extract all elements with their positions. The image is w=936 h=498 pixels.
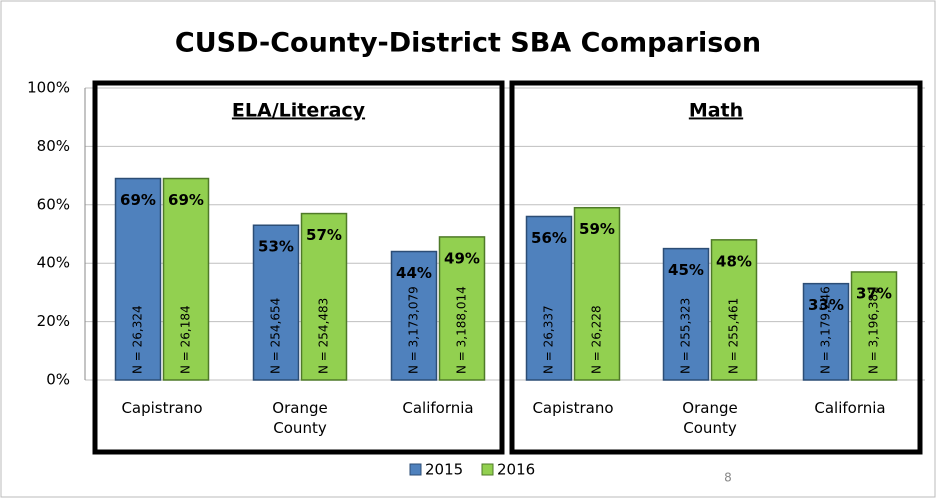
legend-swatch bbox=[409, 463, 422, 476]
value-label: 48% bbox=[716, 252, 752, 270]
panel-frame bbox=[509, 80, 923, 455]
bar bbox=[114, 177, 162, 381]
n-label: N = 255,323 bbox=[679, 298, 693, 374]
y-tick-label: 80% bbox=[37, 137, 70, 155]
bar bbox=[850, 271, 898, 381]
n-label: N = 3,188,014 bbox=[455, 286, 469, 374]
bar bbox=[662, 247, 710, 381]
value-label: 49% bbox=[444, 249, 480, 267]
bar bbox=[300, 212, 348, 381]
value-label: 56% bbox=[531, 229, 567, 247]
n-label: N = 26,184 bbox=[179, 305, 193, 374]
legend-label: 2016 bbox=[497, 461, 535, 479]
n-label: N = 26,324 bbox=[131, 305, 145, 374]
value-label: 57% bbox=[306, 226, 342, 244]
value-label: 37% bbox=[856, 284, 892, 302]
n-label: N = 254,654 bbox=[269, 298, 283, 374]
page-number: 8 bbox=[724, 471, 732, 485]
x-tick-label: California bbox=[814, 399, 885, 417]
bar bbox=[710, 239, 758, 381]
x-tick-label-line: California bbox=[814, 399, 885, 417]
n-label: N = 3,196,382 bbox=[867, 286, 881, 374]
x-tick-label-line: Capistrano bbox=[121, 399, 202, 417]
y-tick-label: 100% bbox=[27, 79, 70, 97]
bar bbox=[252, 224, 300, 381]
x-tick-label: Orange County bbox=[682, 399, 737, 437]
x-tick-label-line: Orange bbox=[682, 399, 737, 417]
n-label: N = 3,173,079 bbox=[407, 286, 421, 374]
n-label: N = 255,461 bbox=[727, 298, 741, 374]
x-tick-label: California bbox=[402, 399, 473, 417]
panel-title: Math bbox=[689, 100, 743, 122]
value-label: 53% bbox=[258, 238, 294, 256]
x-tick-label-line: County bbox=[683, 419, 737, 437]
value-label: 45% bbox=[668, 261, 704, 279]
n-label: N = 3,179,246 bbox=[819, 286, 833, 374]
y-tick-label: 0% bbox=[46, 371, 70, 389]
x-tick-label: Capistrano bbox=[532, 399, 613, 417]
value-label: 59% bbox=[579, 220, 615, 238]
x-tick-label-line: California bbox=[402, 399, 473, 417]
n-label: N = 26,337 bbox=[542, 305, 556, 374]
bar bbox=[525, 215, 573, 381]
x-tick-label-line: Orange bbox=[272, 399, 327, 417]
bar bbox=[573, 206, 621, 381]
value-label: 44% bbox=[396, 264, 432, 282]
bar bbox=[162, 177, 210, 381]
bar bbox=[802, 282, 850, 381]
panel-title: ELA/Literacy bbox=[232, 100, 366, 122]
n-label: N = 26,228 bbox=[590, 305, 604, 374]
y-tick-label: 60% bbox=[37, 195, 70, 213]
y-tick-label: 20% bbox=[37, 312, 70, 330]
x-tick-label-line: County bbox=[273, 419, 327, 437]
value-label: 33% bbox=[808, 296, 844, 314]
x-tick-label-line: Capistrano bbox=[532, 399, 613, 417]
x-tick-label: Orange County bbox=[272, 399, 327, 437]
y-tick-label: 40% bbox=[37, 254, 70, 272]
panel-frame bbox=[92, 80, 505, 455]
n-label: N = 254,483 bbox=[317, 298, 331, 374]
x-tick-label: Capistrano bbox=[121, 399, 202, 417]
chart-title: CUSD-County-District SBA Comparison bbox=[175, 28, 761, 59]
value-label: 69% bbox=[120, 191, 156, 209]
legend-swatch bbox=[481, 463, 494, 476]
legend-label: 2015 bbox=[425, 461, 463, 479]
value-label: 69% bbox=[168, 191, 204, 209]
bar bbox=[390, 250, 438, 381]
bar bbox=[438, 236, 486, 381]
